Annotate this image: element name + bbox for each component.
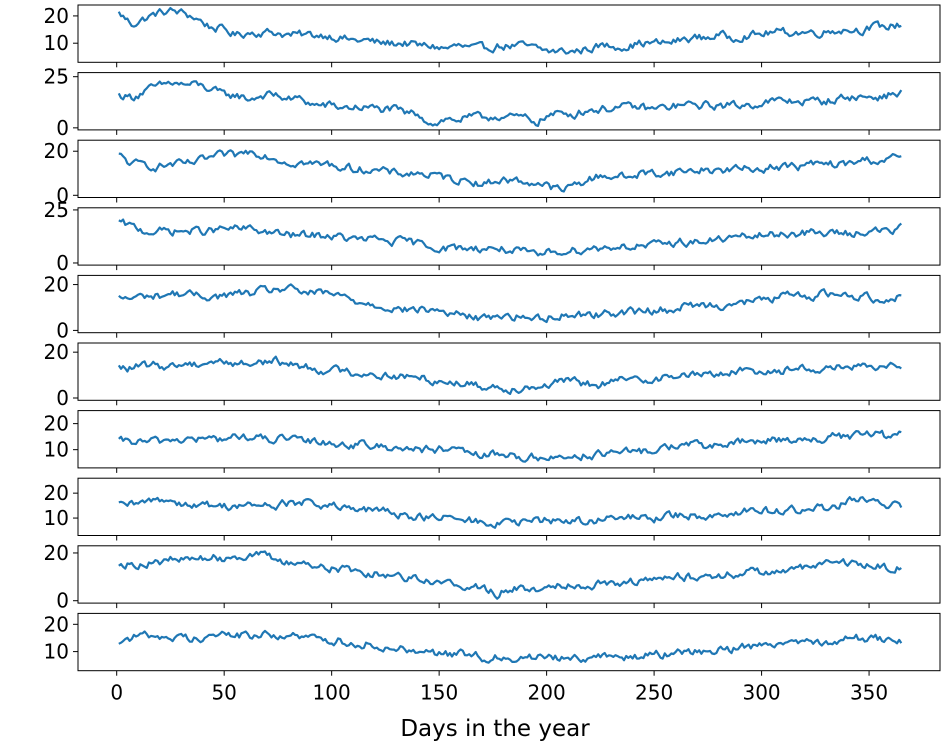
x-axis-label: Days in the year xyxy=(400,716,590,742)
y-tick-label-2-2: 25 xyxy=(44,65,69,89)
x-tick-label-5: 200 xyxy=(528,681,566,705)
subplot-6: 0 20 xyxy=(44,340,941,410)
y-tick-label-3-1: 0 xyxy=(56,183,69,207)
y-tick-label-10-1: 10 xyxy=(44,640,69,664)
subplot-frame-3 xyxy=(77,139,941,198)
subplot-frame-5 xyxy=(77,274,941,334)
subplot-frame-9 xyxy=(77,545,941,604)
x-tick-label-1: 0 xyxy=(110,681,123,705)
y-tick-label-2-1: 0 xyxy=(56,116,69,140)
series-line-9 xyxy=(118,550,902,600)
subplot-frame-2 xyxy=(77,72,941,131)
y-tick-label-4-1: 0 xyxy=(56,251,69,275)
subplot-5: 0 20 xyxy=(44,273,941,342)
y-tick-label-6-1: 0 xyxy=(56,386,69,410)
series-line-1 xyxy=(117,7,902,55)
y-tick-label-5-1: 0 xyxy=(56,318,69,342)
x-tick-label-6: 250 xyxy=(635,681,673,705)
y-tick-label-1-1: 10 xyxy=(44,31,69,55)
subplot-frame-10 xyxy=(77,612,941,672)
series-line-7 xyxy=(118,429,902,463)
subplot-frame-6 xyxy=(77,342,941,401)
x-tick-label-3: 100 xyxy=(313,681,351,705)
y-tick-label-4-2: 25 xyxy=(44,198,69,222)
y-tick-label-8-1: 10 xyxy=(44,506,69,530)
y-tick-label-9-1: 0 xyxy=(56,589,69,613)
y-tick-label-10-2: 20 xyxy=(44,612,69,636)
x-tick-label-2: 50 xyxy=(211,681,236,705)
subplot-9: 0 20 xyxy=(44,541,941,613)
y-tick-label-9-2: 20 xyxy=(44,541,69,565)
subplot-frame-8 xyxy=(77,477,941,537)
y-tick-label-3-2: 20 xyxy=(44,139,69,163)
subplot-frame-4 xyxy=(77,207,941,266)
x-tick-label-8: 350 xyxy=(850,681,888,705)
y-tick-label-8-2: 20 xyxy=(44,481,69,505)
series-line-8 xyxy=(118,496,903,529)
y-tick-label-6-2: 20 xyxy=(44,340,69,364)
subplot-frame-1 xyxy=(77,4,941,63)
y-tick-label-1-2: 20 xyxy=(44,4,69,28)
y-tick-label-7-2: 20 xyxy=(44,412,69,436)
series-line-2 xyxy=(117,80,903,128)
y-tick-label-5-2: 20 xyxy=(44,273,69,297)
series-line-4 xyxy=(118,218,903,257)
subplot-2: 0 25 xyxy=(44,65,941,140)
x-tick-label-7: 300 xyxy=(742,681,780,705)
series-line-5 xyxy=(118,283,902,324)
subplot-3: 0 20 xyxy=(44,139,941,207)
series-line-6 xyxy=(117,355,902,395)
subplot-frame-7 xyxy=(77,410,941,469)
series-line-3 xyxy=(118,149,902,193)
subplot-4: 0 25 xyxy=(44,198,941,275)
series-line-10 xyxy=(118,629,903,664)
x-tick-label-4: 150 xyxy=(420,681,458,705)
y-tick-label-7-1: 10 xyxy=(44,438,69,462)
